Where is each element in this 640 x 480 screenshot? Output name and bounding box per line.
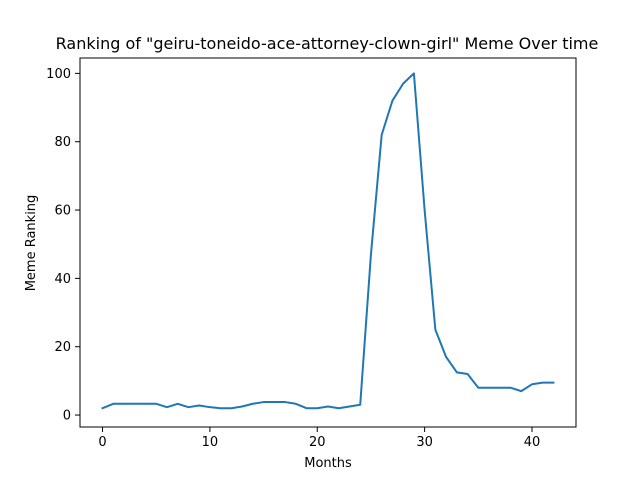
y-tick-label: 100 bbox=[46, 67, 71, 82]
y-tick-label: 40 bbox=[54, 272, 71, 287]
series-line-meme-ranking bbox=[101, 72, 555, 410]
y-tick-label: 60 bbox=[54, 204, 71, 219]
x-tick-label: 20 bbox=[309, 435, 326, 450]
plot-area-frame bbox=[79, 57, 577, 428]
y-tick-label: 80 bbox=[54, 135, 71, 150]
y-tick-label: 0 bbox=[63, 409, 71, 424]
x-axis-ticks: 0 10 20 30 40 bbox=[98, 427, 540, 450]
y-tick-label: 20 bbox=[54, 340, 71, 355]
x-tick-label: 40 bbox=[524, 435, 541, 450]
x-tick-label: 10 bbox=[202, 435, 219, 450]
chart-title: Ranking of "geiru-toneido-ace-attorney-c… bbox=[56, 34, 599, 53]
x-tick-label: 30 bbox=[416, 435, 433, 450]
x-tick-label: 0 bbox=[98, 435, 106, 450]
y-axis-label: Meme Ranking bbox=[24, 195, 39, 292]
x-axis-label: Months bbox=[304, 456, 352, 471]
y-axis-ticks: 0 20 40 60 80 100 bbox=[46, 67, 80, 424]
